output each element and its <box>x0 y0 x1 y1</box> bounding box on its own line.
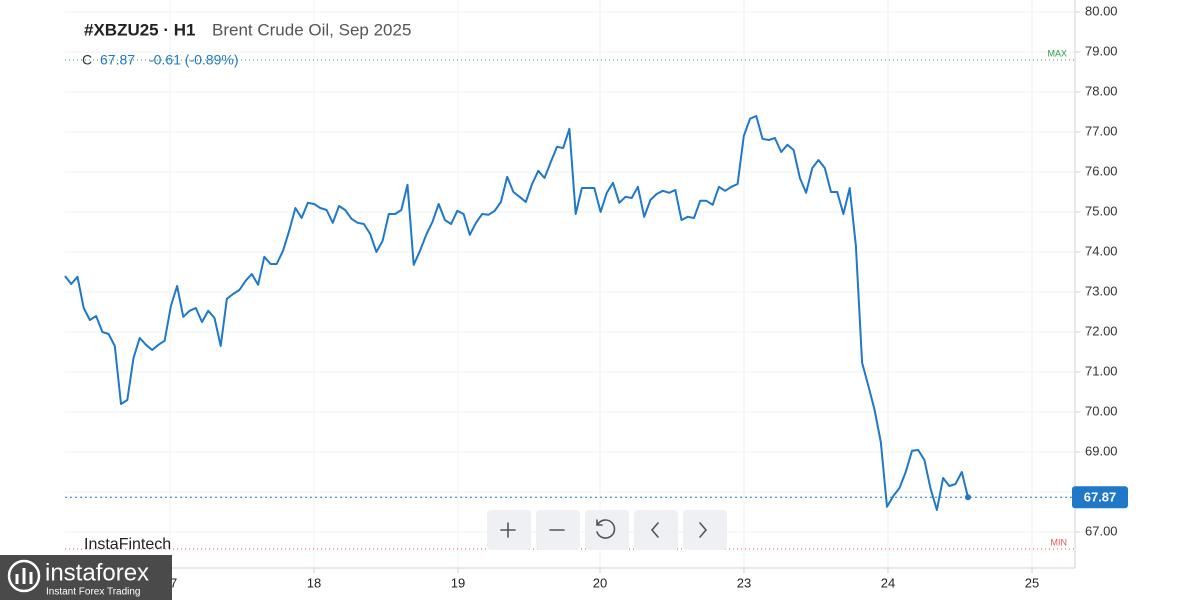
price-tag-label: 67.87 <box>1084 490 1117 505</box>
max-label: MAX <box>1047 48 1067 58</box>
y-tick-label: 75.00 <box>1085 203 1118 218</box>
watermark: InstaFintech <box>84 536 171 553</box>
y-tick-label: 77.00 <box>1085 123 1118 138</box>
logo-brand: instaforex <box>45 559 149 586</box>
x-tick-label: 18 <box>307 575 321 590</box>
reset-icon <box>596 519 616 539</box>
x-tick-label: 23 <box>737 575 751 590</box>
right-icon <box>699 522 708 538</box>
close-value: 67.87 <box>100 52 135 68</box>
x-tick-label: 24 <box>881 575 895 590</box>
close-label: C <box>82 52 92 68</box>
y-tick-label: 74.00 <box>1085 243 1118 258</box>
y-tick-label: 71.00 <box>1085 363 1118 378</box>
y-tick-label: 72.00 <box>1085 323 1118 338</box>
x-tick-label: 20 <box>593 575 607 590</box>
y-tick-label: 80.00 <box>1085 3 1118 18</box>
grid <box>65 0 1075 568</box>
y-tick-label: 69.00 <box>1085 443 1118 458</box>
x-tick-label: 19 <box>451 575 465 590</box>
logo-tagline: Instant Forex Trading <box>46 587 141 598</box>
y-tick-label: 76.00 <box>1085 163 1118 178</box>
y-tick-label: 67.00 <box>1085 523 1118 538</box>
series: MAX MIN <box>64 48 1075 550</box>
logo-icon <box>7 559 41 593</box>
y-tick-label: 79.00 <box>1085 43 1118 58</box>
change-value: -0.61 (-0.89%) <box>149 52 238 68</box>
y-tick-label: 70.00 <box>1085 403 1118 418</box>
x-tick-label: 25 <box>1025 575 1039 590</box>
reset-button[interactable] <box>585 510 629 550</box>
toolbar <box>487 510 727 550</box>
logo: instaforex Instant Forex Trading <box>0 555 172 600</box>
min-label: MIN <box>1051 537 1068 547</box>
instrument-name: Brent Crude Oil, Sep 2025 <box>212 20 411 39</box>
symbol: #XBZU25 · H1 <box>84 20 195 39</box>
price-line <box>64 115 969 511</box>
price-tag <box>1072 486 1128 509</box>
logo-icon-bars <box>15 568 33 584</box>
scroll-left-button[interactable] <box>634 510 678 550</box>
last-point <box>965 494 971 501</box>
left-icon <box>650 522 659 538</box>
y-tick-label: 73.00 <box>1085 283 1118 298</box>
plus-icon <box>500 522 516 538</box>
y-tick-label: 78.00 <box>1085 83 1118 98</box>
